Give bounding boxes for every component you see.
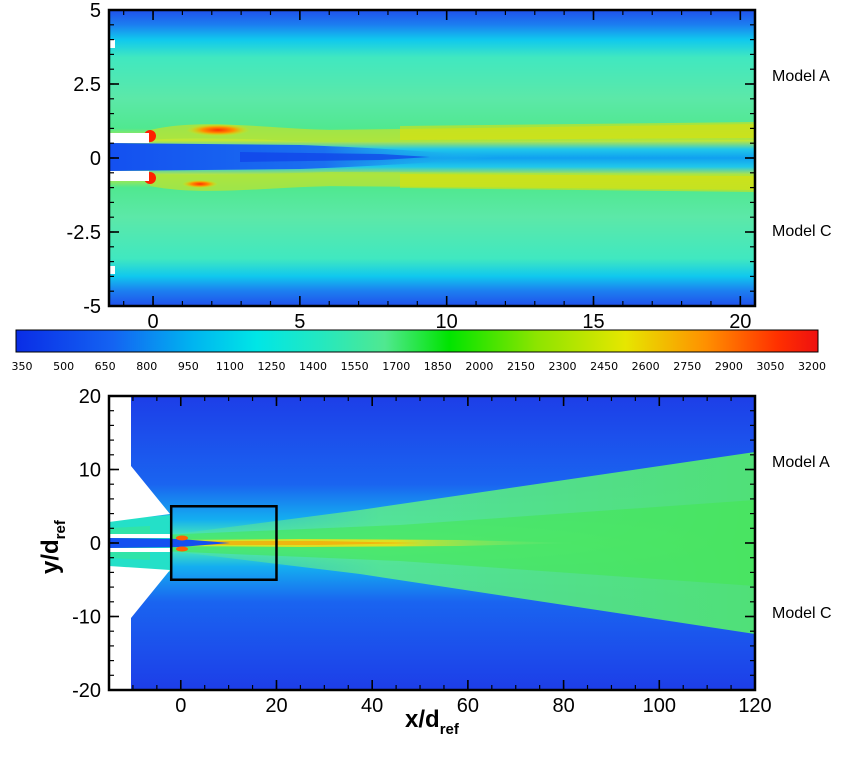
y-axis-title-main: y/d bbox=[37, 539, 64, 574]
colorbar-label: 1550 bbox=[341, 360, 369, 373]
colorbar-label: 2000 bbox=[465, 360, 493, 373]
y-tick-label: -5 bbox=[83, 296, 101, 318]
full-field bbox=[109, 396, 755, 690]
full-ticks bbox=[108, 395, 756, 691]
colorbar-label: 350 bbox=[12, 360, 33, 373]
colorbar-label: 1400 bbox=[299, 360, 327, 373]
y-tick-label: -2.5 bbox=[67, 222, 101, 244]
zoom-panel: 0 5 10 15 20 5 2.5 0 -2.5 -5 Model A Model C bbox=[67, 0, 832, 333]
x-tick-label: 60 bbox=[457, 695, 479, 717]
x-tick-label: 40 bbox=[361, 695, 383, 717]
x-tick-label: 0 bbox=[147, 311, 158, 333]
colorbar-label: 3050 bbox=[756, 360, 784, 373]
colorbar-label: 2300 bbox=[549, 360, 577, 373]
y-axis-title: y/dref bbox=[37, 519, 69, 574]
y-tick-label: -10 bbox=[72, 607, 101, 629]
colorbar-label: 1250 bbox=[257, 360, 285, 373]
zoom-ticks bbox=[109, 9, 755, 307]
zoom-tick-labels: 0 5 10 15 20 5 2.5 0 -2.5 -5 bbox=[67, 0, 752, 333]
y-axis-title-sub: ref bbox=[52, 519, 69, 539]
colorbar-label: 1850 bbox=[424, 360, 452, 373]
y-tick-label: 20 bbox=[79, 386, 101, 408]
colorbar-label: 800 bbox=[136, 360, 157, 373]
full-annotation-model-a: Model A bbox=[772, 454, 830, 471]
colorbar-label: 2900 bbox=[715, 360, 743, 373]
colorbar-label: 2150 bbox=[507, 360, 535, 373]
y-tick-label: 5 bbox=[90, 0, 101, 22]
colorbar-label: 1700 bbox=[382, 360, 410, 373]
y-tick-label: 0 bbox=[90, 533, 101, 555]
x-tick-label: 120 bbox=[738, 695, 771, 717]
x-axis-title-sub: ref bbox=[440, 721, 460, 738]
y-tick-label: 2.5 bbox=[73, 74, 101, 96]
colorbar-labels: 350 500 650 800 950 1100 1250 1400 1550 1700 1850 2… bbox=[12, 360, 827, 373]
colorbar-label: 2600 bbox=[632, 360, 660, 373]
colorbar-label: 650 bbox=[95, 360, 116, 373]
colorbar-label: 500 bbox=[53, 360, 74, 373]
x-tick-label: 100 bbox=[643, 695, 676, 717]
colorbar-label: 950 bbox=[178, 360, 199, 373]
x-tick-label: 15 bbox=[582, 311, 604, 333]
x-tick-label: 20 bbox=[265, 695, 287, 717]
zoom-annotation-model-c: Model C bbox=[772, 223, 832, 240]
zoom-field bbox=[109, 10, 755, 306]
colorbar-gradient bbox=[15, 329, 819, 353]
y-tick-label: -20 bbox=[72, 680, 101, 702]
y-tick-label: 0 bbox=[90, 148, 101, 170]
colorbar-label: 1100 bbox=[216, 360, 244, 373]
x-axis-title-main: x/d bbox=[405, 706, 440, 733]
zoom-region-box bbox=[169, 505, 278, 581]
colorbar-label: 3200 bbox=[798, 360, 826, 373]
x-tick-label: 10 bbox=[436, 311, 458, 333]
x-tick-label: 0 bbox=[175, 695, 186, 717]
colorbar-label: 2450 bbox=[590, 360, 618, 373]
y-tick-label: 10 bbox=[79, 460, 101, 482]
x-tick-label: 20 bbox=[729, 311, 751, 333]
zoom-annotation-model-a: Model A bbox=[772, 68, 830, 85]
x-tick-label: 5 bbox=[294, 311, 305, 333]
colorbar-label: 2750 bbox=[673, 360, 701, 373]
x-axis-title: x/dref bbox=[405, 706, 460, 738]
colorbar: 350 500 650 800 950 1100 1250 1400 1550 1700 1850 2… bbox=[12, 329, 827, 373]
x-tick-label: 80 bbox=[552, 695, 574, 717]
full-annotation-model-c: Model C bbox=[772, 605, 832, 622]
